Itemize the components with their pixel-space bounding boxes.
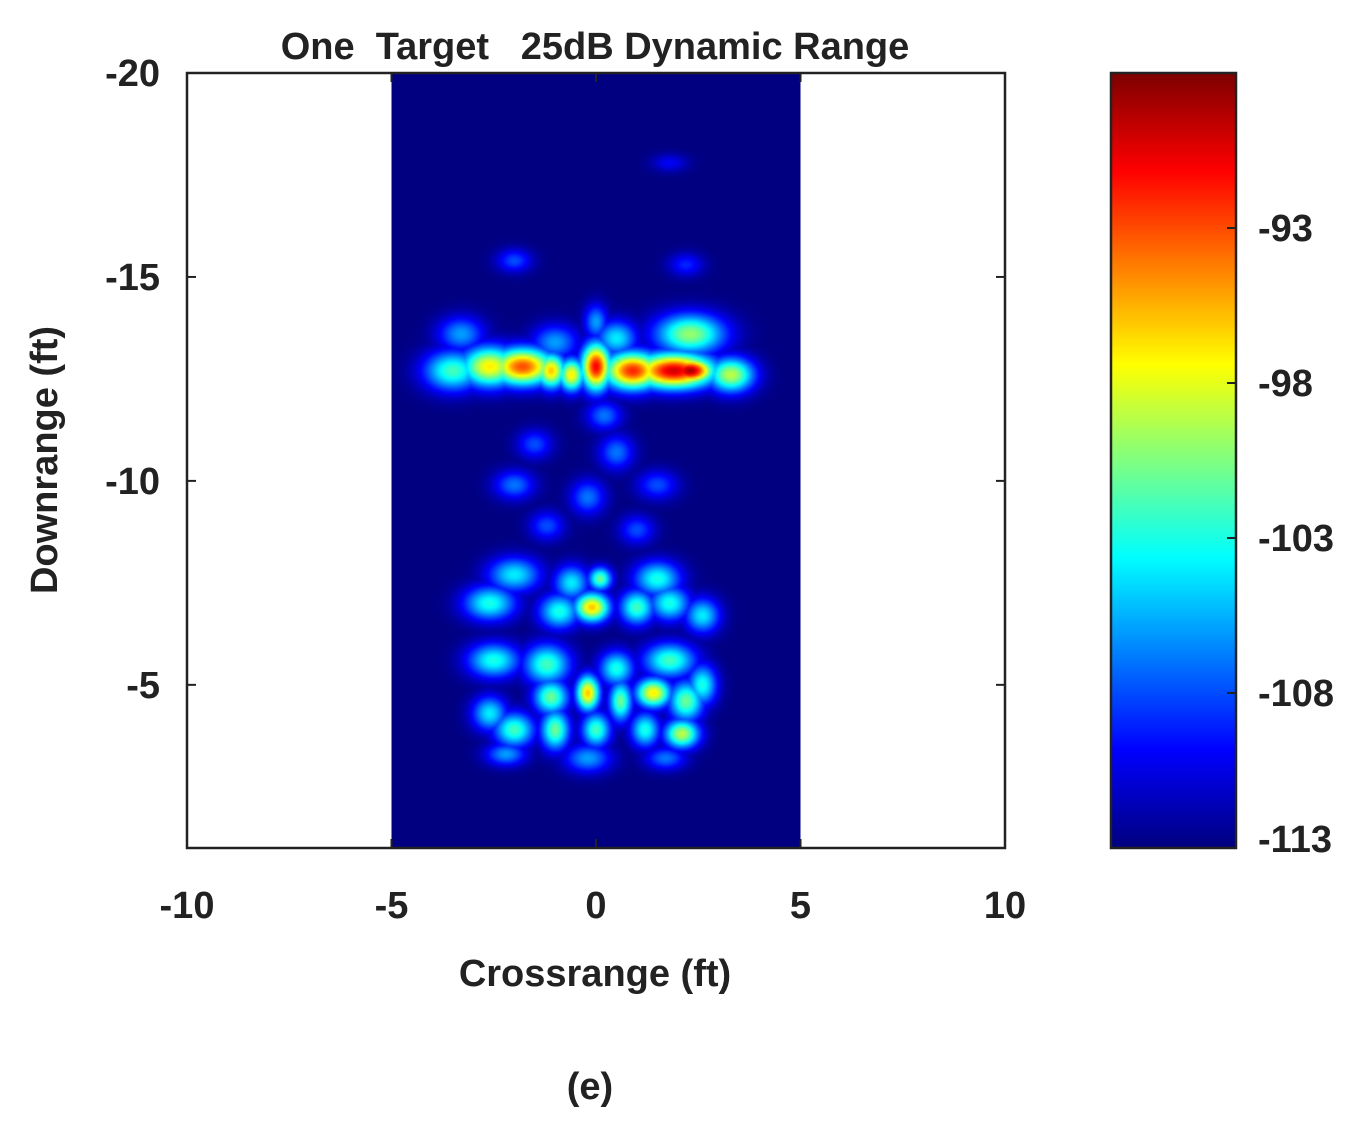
- x-axis-label: Crossrange (ft): [459, 953, 731, 995]
- chart-title: One Target 25dB Dynamic Range: [281, 26, 910, 68]
- x-tick-label: 0: [585, 885, 606, 927]
- x-tick-label: -10: [160, 885, 215, 927]
- x-tick-label: 5: [790, 885, 811, 927]
- colorbar-gradient: [1111, 73, 1236, 848]
- y-axis-ticks: -20 -15 -10 -5: [105, 53, 1005, 707]
- y-tick-label: -10: [105, 461, 160, 503]
- y-tick-label: -20: [105, 53, 160, 95]
- x-tick-label: -5: [375, 885, 409, 927]
- colorbar-frame: [1109, 71, 1238, 850]
- y-tick-label: -15: [105, 257, 160, 299]
- panel-label: (e): [566, 1066, 614, 1108]
- colorbar-tick-label: -108: [1258, 673, 1334, 715]
- colorbar-ticks: -93 -98 -103 -108 -113: [1227, 208, 1334, 861]
- colorbar-tick-label: -98: [1258, 363, 1313, 405]
- x-axis-ticks: -10 -5 0 5 10: [160, 73, 1026, 927]
- y-axis-label: Downrange (ft): [24, 326, 66, 594]
- colorbar-tick-label: -103: [1258, 518, 1334, 560]
- heatmap-image: [391, 73, 801, 848]
- x-tick-label: 10: [984, 885, 1026, 927]
- y-tick-label: -5: [126, 665, 160, 707]
- colorbar-tick-label: -113: [1258, 819, 1332, 861]
- colorbar-tick-label: -93: [1258, 208, 1313, 250]
